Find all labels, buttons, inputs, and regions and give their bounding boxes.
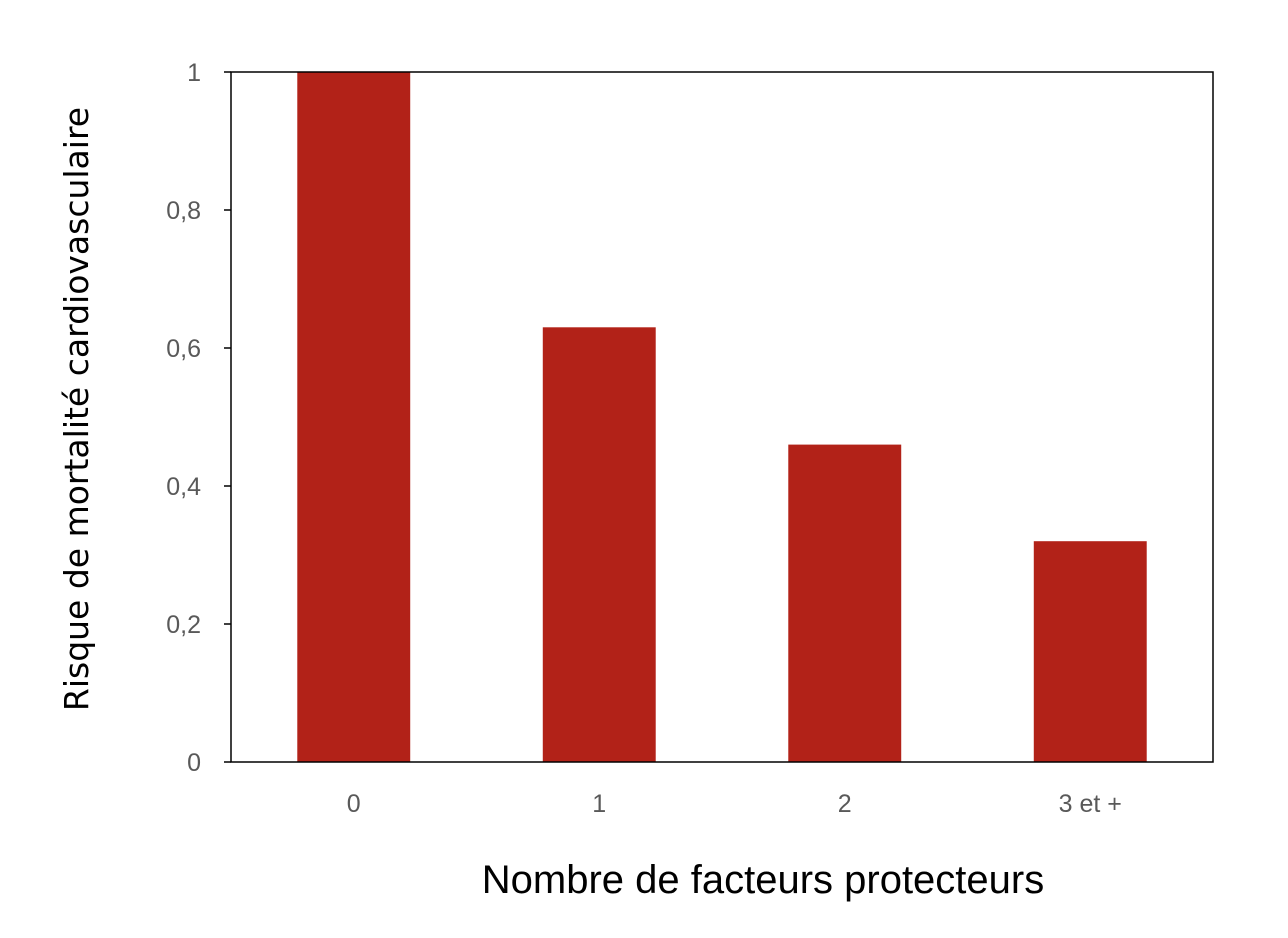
bar-3: [1033, 541, 1147, 762]
y-tick-label: 0,8: [166, 197, 201, 225]
x-tick-label: 2: [838, 790, 852, 818]
bar-2: [788, 444, 902, 762]
y-tick-label: 0,2: [166, 611, 201, 639]
x-tick-label: 3 et +: [1059, 790, 1122, 818]
x-tick-label: 1: [592, 790, 606, 818]
y-axis-label: Risque de mortalité cardiovasculaire: [57, 107, 96, 711]
y-tick-label: 0,6: [166, 335, 201, 363]
bar-1: [542, 327, 656, 762]
y-tick-label: 1: [187, 59, 201, 87]
bar-0: [297, 72, 411, 762]
plot-frame: [230, 71, 1214, 763]
x-tick-label: 0: [347, 790, 361, 818]
x-axis-label: Nombre de facteurs protecteurs: [482, 858, 1044, 902]
y-tick-label: 0: [187, 749, 201, 777]
y-tick-label: 0,4: [166, 473, 201, 501]
